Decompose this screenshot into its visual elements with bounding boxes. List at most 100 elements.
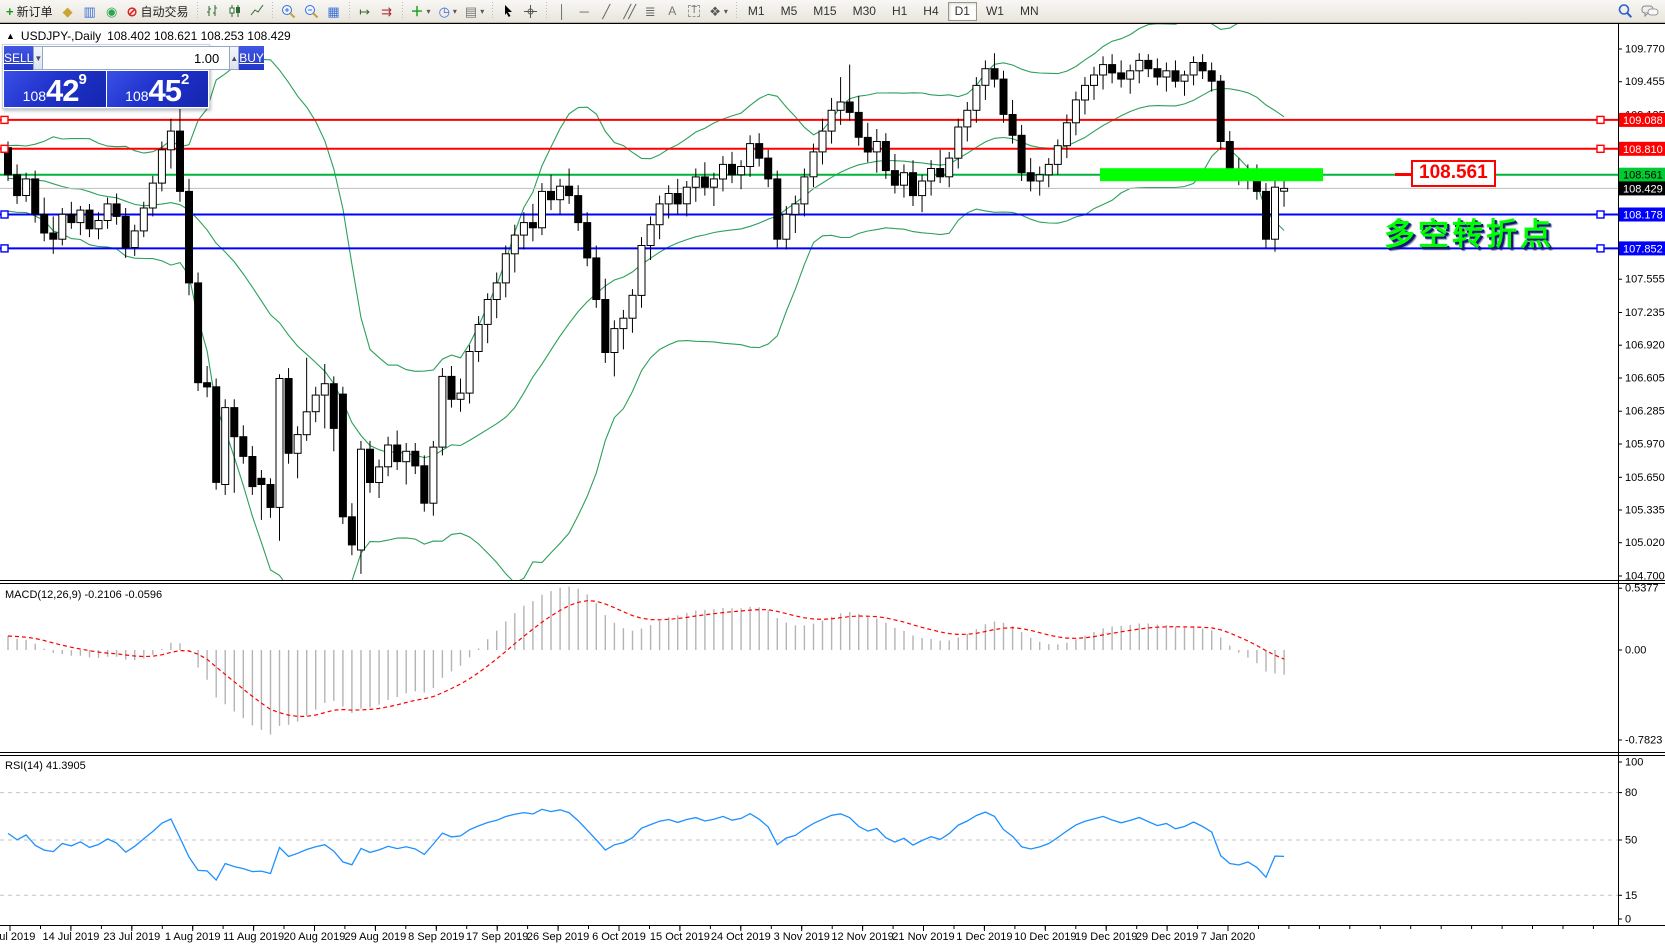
chart-canvas[interactable]: 109.770109.455109.135108.820108.505108.1… bbox=[0, 23, 1665, 944]
chevron-down-icon: ▾ bbox=[480, 6, 485, 16]
macd-pane[interactable] bbox=[7, 586, 1285, 735]
search-button[interactable] bbox=[1613, 1, 1637, 21]
price-tag-108.810: 108.810 bbox=[1619, 141, 1665, 156]
main-chart-pane[interactable] bbox=[0, 23, 1618, 604]
pane-dividers bbox=[0, 23, 1665, 926]
periods-button[interactable]: ◷ ▾ bbox=[435, 1, 461, 21]
timeframe-M15[interactable]: M15 bbox=[813, 3, 837, 18]
highlighted-level-segment[interactable] bbox=[1100, 168, 1323, 182]
candlestick-chart-button[interactable] bbox=[224, 1, 246, 21]
text-button[interactable]: A bbox=[661, 1, 683, 21]
volume-input[interactable] bbox=[43, 46, 230, 70]
svg-text:14 Jul 2019: 14 Jul 2019 bbox=[42, 931, 99, 943]
price-callout-label[interactable]: 108.561 bbox=[1411, 160, 1496, 187]
chart-shift-button[interactable]: ⇉ bbox=[376, 1, 398, 21]
timeframe-MN[interactable]: MN bbox=[1019, 3, 1039, 18]
toolbar-separator bbox=[733, 2, 739, 20]
horizontal-line-button[interactable]: ─ bbox=[573, 1, 595, 21]
svg-text:7 Jan 2020: 7 Jan 2020 bbox=[1201, 931, 1255, 943]
svg-text:100: 100 bbox=[1625, 757, 1643, 769]
text-label-button[interactable]: T bbox=[683, 1, 705, 21]
line-chart-icon bbox=[250, 4, 263, 16]
svg-text:29 Dec 2019: 29 Dec 2019 bbox=[1136, 931, 1198, 943]
chart-shift-icon: ⇉ bbox=[381, 3, 392, 19]
line-handle[interactable] bbox=[0, 210, 9, 219]
templates-button[interactable]: ▤ ▾ bbox=[461, 1, 488, 21]
svg-text:0: 0 bbox=[1625, 914, 1631, 926]
symbol-period-label: USDJPY-,Daily bbox=[20, 29, 102, 43]
auto-trading-button[interactable]: ⊘ 自动交易 bbox=[123, 1, 193, 21]
rsi-pane[interactable] bbox=[0, 792, 1618, 896]
line-handle[interactable] bbox=[0, 244, 9, 253]
volume-increase-stepper[interactable]: ▲ bbox=[229, 46, 240, 70]
tile-windows-button[interactable]: ▦ bbox=[323, 1, 345, 21]
sell-button[interactable]: SELL bbox=[4, 46, 34, 70]
arrows-button[interactable]: ❖ ▾ bbox=[705, 1, 732, 21]
signals-button[interactable]: ◉ bbox=[101, 1, 123, 21]
svg-text:19 Dec 2019: 19 Dec 2019 bbox=[1075, 931, 1137, 943]
timeframe-M1[interactable]: M1 bbox=[747, 3, 765, 18]
buy-button[interactable]: BUY bbox=[239, 46, 264, 70]
line-handle[interactable] bbox=[1596, 144, 1605, 154]
text-icon: A bbox=[668, 4, 677, 18]
vertical-line-button[interactable]: │ bbox=[551, 1, 573, 21]
price-tag-109.088: 109.088 bbox=[1619, 112, 1665, 127]
fibonacci-button[interactable]: ≣ bbox=[639, 1, 661, 21]
auto-scroll-button[interactable]: ↦ bbox=[354, 1, 376, 21]
profile-button[interactable]: ◆ bbox=[57, 1, 79, 21]
volume-decrease-stepper[interactable]: ▼ bbox=[33, 46, 44, 70]
line-handle[interactable] bbox=[0, 115, 9, 125]
price-tag-108.561: 108.561 bbox=[1619, 167, 1665, 182]
chat-button[interactable] bbox=[1637, 1, 1663, 21]
toolbar-separator bbox=[490, 2, 496, 20]
price-axis[interactable]: 109.770109.455109.135108.820108.505108.1… bbox=[1618, 44, 1665, 926]
zoom-out-button[interactable] bbox=[300, 1, 323, 21]
timeframe-H4[interactable]: H4 bbox=[923, 3, 939, 18]
toolbar-separator bbox=[269, 2, 275, 20]
buy-price-quote[interactable]: 108 45 2 bbox=[106, 71, 208, 107]
line-handle[interactable] bbox=[0, 144, 9, 154]
sell-price-main: 42 bbox=[46, 73, 79, 109]
crosshair-button[interactable] bbox=[519, 1, 542, 21]
chat-icon bbox=[1641, 5, 1659, 17]
toolbar-separator bbox=[399, 2, 405, 20]
timeframe-W1[interactable]: W1 bbox=[985, 3, 1004, 18]
price-chart[interactable]: 109.770109.455109.135108.820108.505108.1… bbox=[0, 23, 1665, 944]
timeframe-M30[interactable]: M30 bbox=[852, 3, 876, 18]
svg-text:3 Nov 2019: 3 Nov 2019 bbox=[774, 931, 830, 943]
market-watch-button[interactable]: ▥ bbox=[79, 1, 101, 21]
chevron-down-icon: ▾ bbox=[426, 6, 431, 16]
cursor-icon bbox=[504, 5, 512, 17]
timeframe-D1[interactable]: D1 bbox=[947, 1, 977, 21]
time-axis[interactable]: 4 Jul 2019 14 Jul 2019 23 Jul 2019 1 Aug 20… bbox=[0, 926, 1594, 943]
line-handle[interactable] bbox=[1596, 115, 1605, 125]
toolbar-separator bbox=[346, 2, 352, 20]
collapse-panel-icon[interactable]: ▲ bbox=[6, 31, 15, 41]
sell-price-quote[interactable]: 108 42 9 bbox=[4, 71, 106, 107]
svg-text:109.770: 109.770 bbox=[1625, 44, 1665, 56]
timeframe-M5[interactable]: M5 bbox=[780, 3, 798, 18]
line-chart-button[interactable] bbox=[246, 1, 268, 21]
svg-text:15: 15 bbox=[1625, 890, 1637, 902]
channel-button[interactable]: ╱╱ bbox=[617, 1, 639, 21]
price-tag-108.178: 108.178 bbox=[1619, 207, 1665, 222]
line-handle[interactable] bbox=[1596, 210, 1605, 219]
auto-scroll-icon: ↦ bbox=[359, 3, 370, 19]
svg-text:106.285: 106.285 bbox=[1625, 406, 1665, 418]
candlestick-chart-icon bbox=[229, 5, 240, 17]
timeframe-H1[interactable]: H1 bbox=[891, 3, 908, 18]
new-order-button[interactable]: + 新订单 bbox=[2, 1, 57, 21]
chart-annotation-text[interactable]: 多空转折点 bbox=[1384, 217, 1554, 252]
horizontal-line-icon: ─ bbox=[579, 3, 589, 19]
bar-chart-button[interactable] bbox=[202, 1, 224, 21]
line-handle[interactable] bbox=[1596, 244, 1605, 253]
cursor-button[interactable] bbox=[497, 1, 519, 21]
svg-text:4 Jul 2019: 4 Jul 2019 bbox=[0, 931, 35, 943]
zoom-in-button[interactable] bbox=[277, 1, 300, 21]
trendline-button[interactable]: ╱ bbox=[595, 1, 617, 21]
market-window-icon: ▥ bbox=[83, 3, 96, 19]
indicators-button[interactable]: ＋ ▾ bbox=[407, 1, 435, 21]
bollinger-upper-band bbox=[7, 24, 1238, 372]
chevron-down-icon: ▾ bbox=[452, 6, 457, 16]
candles bbox=[4, 53, 1289, 574]
